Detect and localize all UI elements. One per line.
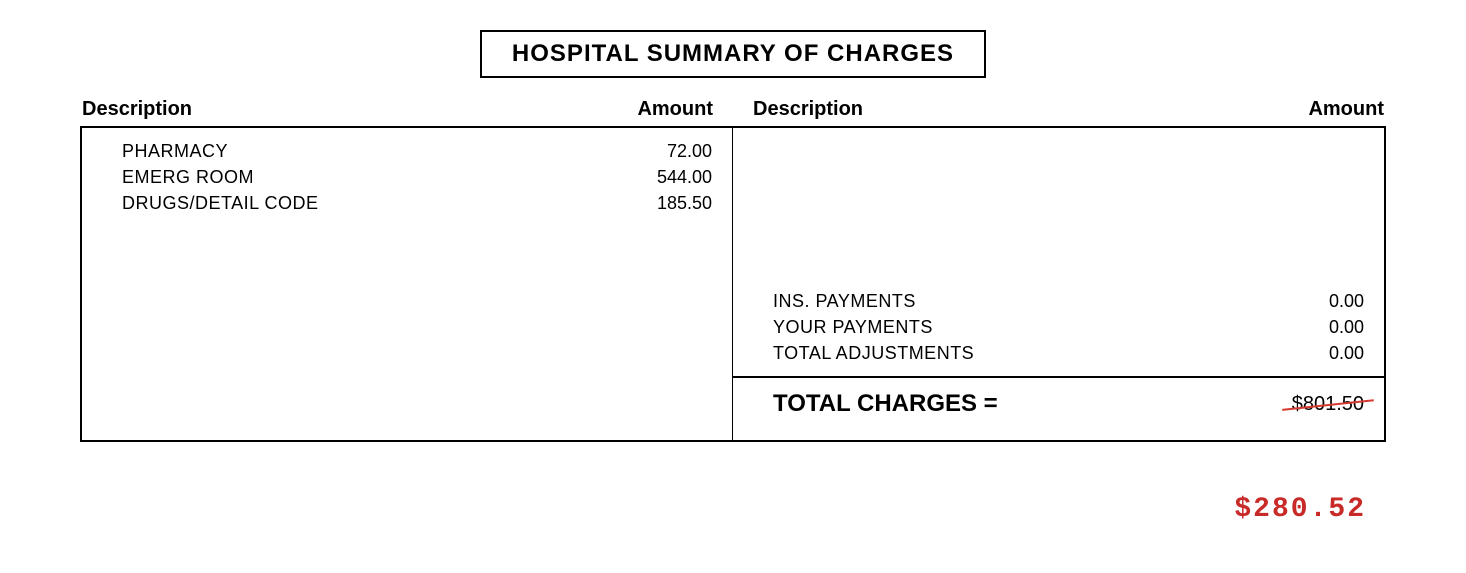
spacer: [773, 138, 1364, 288]
charge-line: EMERG ROOM 544.00: [122, 164, 712, 190]
header-right-group: Description Amount: [733, 98, 1384, 121]
payments-column: INS. PAYMENTS 0.00 YOUR PAYMENTS 0.00 TO…: [733, 128, 1384, 440]
column-headers: Description Amount Description Amount: [80, 98, 1386, 121]
total-row: TOTAL CHARGES = $801.50: [733, 376, 1384, 430]
payment-amount: 0.00: [1329, 340, 1364, 366]
title-box: HOSPITAL SUMMARY OF CHARGES: [480, 30, 986, 78]
charges-column: PHARMACY 72.00 EMERG ROOM 544.00 DRUGS/D…: [82, 128, 733, 440]
header-amount-left: Amount: [637, 98, 713, 121]
payment-desc: TOTAL ADJUSTMENTS: [773, 340, 974, 366]
total-label: TOTAL CHARGES =: [773, 390, 998, 418]
payments-block: INS. PAYMENTS 0.00 YOUR PAYMENTS 0.00 TO…: [773, 288, 1364, 376]
payment-line: INS. PAYMENTS 0.00: [773, 288, 1364, 314]
payment-amount: 0.00: [1329, 314, 1364, 340]
page-title: HOSPITAL SUMMARY OF CHARGES: [512, 40, 954, 67]
charge-desc: EMERG ROOM: [122, 164, 254, 190]
charge-amount: 72.00: [667, 138, 712, 164]
payment-desc: YOUR PAYMENTS: [773, 314, 933, 340]
payment-line: TOTAL ADJUSTMENTS 0.00: [773, 340, 1364, 366]
payment-amount: 0.00: [1329, 288, 1364, 314]
charge-amount: 544.00: [657, 164, 712, 190]
charge-desc: PHARMACY: [122, 138, 228, 164]
charge-line: PHARMACY 72.00: [122, 138, 712, 164]
handwritten-correction: $280.52: [1234, 494, 1366, 525]
charges-box: PHARMACY 72.00 EMERG ROOM 544.00 DRUGS/D…: [80, 126, 1386, 442]
total-amount-wrap: $801.50: [1292, 393, 1364, 416]
charge-line: DRUGS/DETAIL CODE 185.50: [122, 190, 712, 216]
header-description-right: Description: [753, 98, 863, 121]
header-description-left: Description: [82, 98, 192, 121]
charge-desc: DRUGS/DETAIL CODE: [122, 190, 319, 216]
header-left-group: Description Amount: [82, 98, 733, 121]
payment-desc: INS. PAYMENTS: [773, 288, 916, 314]
charge-amount: 185.50: [657, 190, 712, 216]
payment-line: YOUR PAYMENTS 0.00: [773, 314, 1364, 340]
header-amount-right: Amount: [1308, 98, 1384, 121]
